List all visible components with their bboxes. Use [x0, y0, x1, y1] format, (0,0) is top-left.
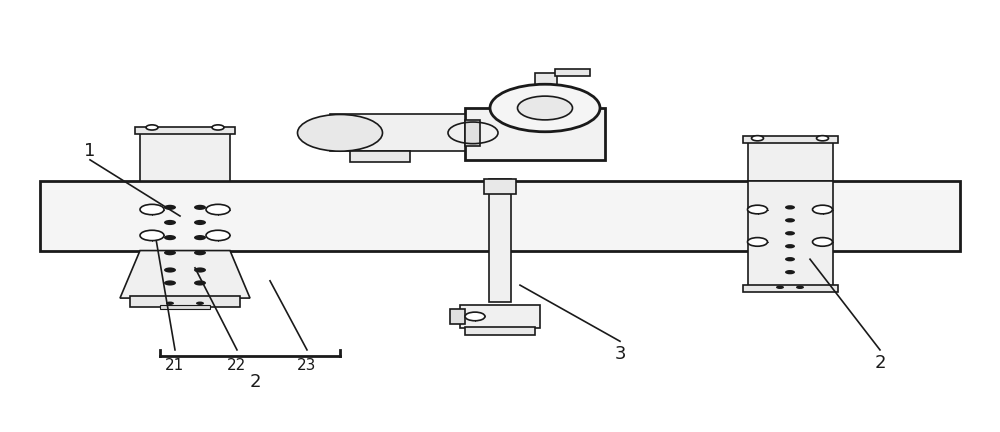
Text: 2: 2	[874, 354, 886, 372]
Bar	[160, 305, 210, 309]
Bar	[535, 73, 557, 86]
Circle shape	[196, 302, 204, 305]
Circle shape	[748, 205, 768, 214]
Circle shape	[785, 257, 795, 261]
Circle shape	[812, 205, 832, 214]
Circle shape	[206, 204, 230, 215]
Circle shape	[146, 125, 158, 130]
Bar	[140, 130, 230, 181]
Circle shape	[785, 205, 795, 210]
Circle shape	[194, 267, 206, 273]
Text: 3: 3	[614, 345, 626, 363]
Bar	[555, 69, 590, 76]
Bar	[489, 179, 511, 302]
Bar	[450, 309, 465, 324]
Bar	[460, 305, 540, 328]
Text: 22: 22	[227, 358, 247, 372]
Bar	[748, 138, 832, 181]
Circle shape	[194, 250, 206, 255]
Text: 2: 2	[249, 373, 261, 391]
Circle shape	[164, 250, 176, 255]
Circle shape	[194, 280, 206, 286]
Bar	[40, 181, 960, 251]
Bar	[465, 108, 605, 160]
Circle shape	[164, 280, 176, 286]
Circle shape	[212, 125, 224, 130]
Circle shape	[776, 286, 784, 289]
Circle shape	[206, 230, 230, 241]
Circle shape	[518, 96, 572, 120]
Bar	[742, 136, 838, 143]
Bar	[130, 296, 240, 307]
Circle shape	[785, 244, 795, 248]
Bar	[350, 151, 410, 162]
Bar	[135, 127, 235, 134]
Text: 23: 23	[297, 358, 317, 372]
Circle shape	[140, 230, 164, 241]
Bar	[465, 327, 535, 335]
Circle shape	[752, 136, 764, 141]
Polygon shape	[120, 251, 250, 298]
Circle shape	[164, 220, 176, 225]
Text: 1: 1	[84, 142, 96, 160]
Circle shape	[465, 312, 485, 321]
Circle shape	[164, 235, 176, 240]
Circle shape	[194, 220, 206, 225]
Circle shape	[796, 286, 804, 289]
Circle shape	[194, 235, 206, 240]
Circle shape	[140, 204, 164, 215]
Circle shape	[785, 270, 795, 274]
Circle shape	[816, 136, 828, 141]
Circle shape	[194, 205, 206, 210]
Circle shape	[490, 84, 600, 132]
Circle shape	[298, 114, 382, 151]
Bar	[465, 120, 480, 146]
Text: 21: 21	[165, 358, 185, 372]
Circle shape	[812, 238, 832, 246]
Circle shape	[785, 231, 795, 235]
Bar	[748, 181, 832, 289]
Circle shape	[164, 267, 176, 273]
Circle shape	[748, 238, 768, 246]
Bar	[742, 285, 838, 292]
Bar	[484, 179, 516, 194]
Circle shape	[785, 218, 795, 222]
Circle shape	[166, 302, 174, 305]
Bar	[330, 114, 465, 151]
Circle shape	[164, 205, 176, 210]
